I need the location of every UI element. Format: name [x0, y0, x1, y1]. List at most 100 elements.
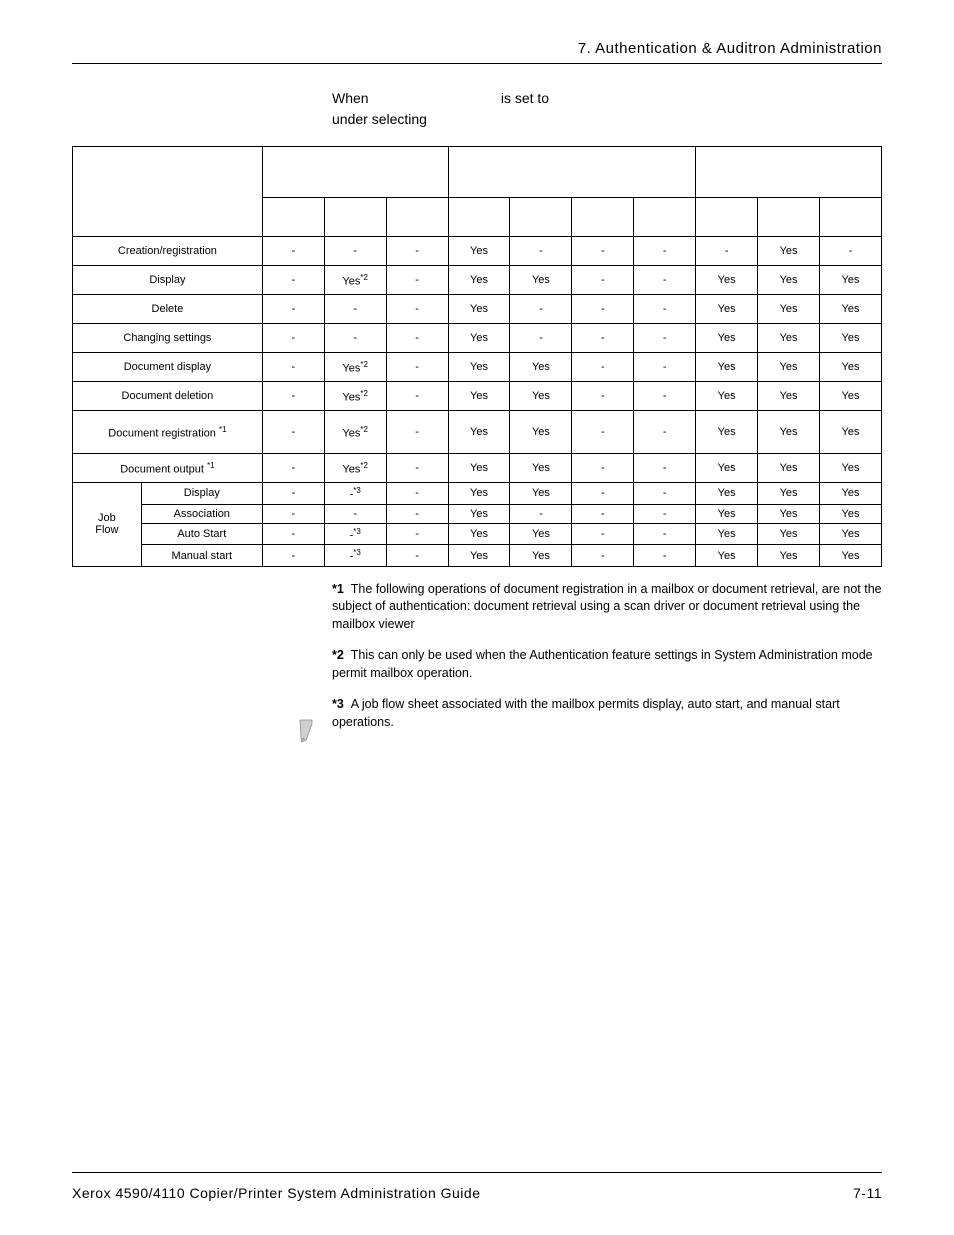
- cell: -: [572, 237, 634, 266]
- row-label: Creation/registration: [73, 237, 263, 266]
- cell: Yes: [696, 382, 758, 411]
- auth-table: Creation/registration---Yes----Yes-Displ…: [72, 146, 882, 567]
- cell: -: [386, 353, 448, 382]
- cell: -: [634, 454, 696, 483]
- cell: -: [634, 545, 696, 567]
- cell: -: [262, 382, 324, 411]
- cell: -: [262, 295, 324, 324]
- cell: Yes: [448, 411, 510, 454]
- cell: -: [386, 266, 448, 295]
- cell: Yes: [448, 295, 510, 324]
- cell: -: [262, 504, 324, 523]
- cell: -: [634, 504, 696, 523]
- cell: -: [820, 237, 882, 266]
- cell: -: [262, 266, 324, 295]
- cell: Yes*2: [324, 454, 386, 483]
- cell: Yes*2: [324, 266, 386, 295]
- cell: -: [572, 411, 634, 454]
- cell: -: [262, 411, 324, 454]
- th-blank: [73, 147, 263, 237]
- cell: -: [634, 353, 696, 382]
- cell: Yes: [448, 523, 510, 545]
- cell: Yes: [820, 353, 882, 382]
- cell: -*3: [324, 523, 386, 545]
- cell: Yes: [820, 504, 882, 523]
- cell: Yes: [820, 266, 882, 295]
- cell: -*3: [324, 483, 386, 505]
- cell: Yes: [820, 545, 882, 567]
- footnote: *2 This can only be used when the Authen…: [332, 647, 882, 682]
- table-row: Manual start--*3-YesYes--YesYesYes: [73, 545, 882, 567]
- row-label: Changing settings: [73, 324, 263, 353]
- th-sub: [572, 198, 634, 237]
- cell: -: [386, 504, 448, 523]
- cell: -: [324, 324, 386, 353]
- th-sub: [386, 198, 448, 237]
- cell: Yes: [510, 353, 572, 382]
- cell: Yes: [448, 454, 510, 483]
- cell: -: [696, 237, 758, 266]
- table-row: Display-Yes*2-YesYes--YesYesYes: [73, 266, 882, 295]
- cell: -: [572, 324, 634, 353]
- cell: -: [386, 545, 448, 567]
- cell: Yes: [820, 483, 882, 505]
- cell: -: [572, 483, 634, 505]
- cell: Yes: [448, 324, 510, 353]
- cell: Yes: [510, 483, 572, 505]
- cell: -: [386, 324, 448, 353]
- note-icon: [296, 718, 318, 751]
- cell: -: [572, 353, 634, 382]
- th-sub: [634, 198, 696, 237]
- cell: -: [262, 324, 324, 353]
- page-footer: Xerox 4590/4110 Copier/Printer System Ad…: [72, 1172, 882, 1201]
- footer-right: 7-11: [853, 1185, 882, 1201]
- footer-left: Xerox 4590/4110 Copier/Printer System Ad…: [72, 1185, 481, 1201]
- cell: -: [634, 266, 696, 295]
- th-sub: [448, 198, 510, 237]
- cell: Yes: [758, 523, 820, 545]
- table-row: JobFlowDisplay--*3-YesYes--YesYesYes: [73, 483, 882, 505]
- th-sub: [324, 198, 386, 237]
- cell: Yes: [758, 545, 820, 567]
- sub-label: Association: [141, 504, 262, 523]
- cell: -: [262, 454, 324, 483]
- th-group3: [696, 147, 882, 198]
- th-sub: [758, 198, 820, 237]
- cell: Yes: [758, 382, 820, 411]
- table-row: Delete---Yes---YesYesYes: [73, 295, 882, 324]
- cell: Yes: [820, 382, 882, 411]
- cell: -: [572, 504, 634, 523]
- th-sub: [510, 198, 572, 237]
- table-body: Creation/registration---Yes----Yes-Displ…: [73, 237, 882, 567]
- th-sub: [696, 198, 758, 237]
- row-label: Document display: [73, 353, 263, 382]
- cell: -: [386, 295, 448, 324]
- row-label: Document output *1: [73, 454, 263, 483]
- table-row: Creation/registration---Yes----Yes-: [73, 237, 882, 266]
- cell: Yes: [820, 295, 882, 324]
- cell: Yes: [448, 504, 510, 523]
- cell: Yes: [696, 411, 758, 454]
- chapter-header: 7. Authentication & Auditron Administrat…: [72, 40, 882, 64]
- cell: Yes: [696, 454, 758, 483]
- cell: Yes: [758, 353, 820, 382]
- cell: Yes: [448, 353, 510, 382]
- cell: Yes: [696, 353, 758, 382]
- intro-line1a: When: [332, 90, 372, 106]
- cell: Yes: [758, 324, 820, 353]
- cell: -: [262, 523, 324, 545]
- cell: -: [262, 353, 324, 382]
- cell: -: [386, 411, 448, 454]
- cell: Yes: [696, 504, 758, 523]
- intro-line1b: is set to: [501, 90, 549, 106]
- cell: -: [324, 295, 386, 324]
- footnotes: *1 The following operations of document …: [332, 581, 882, 732]
- cell: -: [572, 266, 634, 295]
- cell: Yes: [696, 295, 758, 324]
- cell: -: [510, 237, 572, 266]
- cell: Yes: [448, 237, 510, 266]
- cell: Yes: [448, 483, 510, 505]
- table-row: Document display-Yes*2-YesYes--YesYesYes: [73, 353, 882, 382]
- cell: Yes: [510, 382, 572, 411]
- cell: Yes: [696, 545, 758, 567]
